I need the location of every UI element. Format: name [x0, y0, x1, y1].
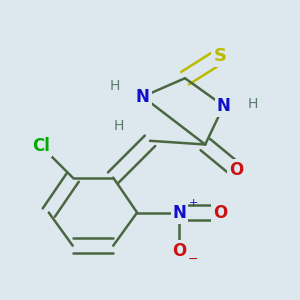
Text: S: S	[213, 47, 226, 65]
Text: H: H	[110, 79, 120, 93]
Text: N: N	[136, 88, 150, 106]
Text: +: +	[189, 198, 198, 208]
Text: Cl: Cl	[32, 137, 50, 155]
Text: −: −	[188, 253, 199, 266]
Text: O: O	[230, 161, 244, 179]
Text: O: O	[213, 204, 227, 222]
Text: O: O	[172, 242, 187, 260]
Text: H: H	[248, 97, 258, 111]
Text: H: H	[113, 119, 124, 133]
Text: N: N	[217, 97, 230, 115]
Text: N: N	[172, 204, 186, 222]
